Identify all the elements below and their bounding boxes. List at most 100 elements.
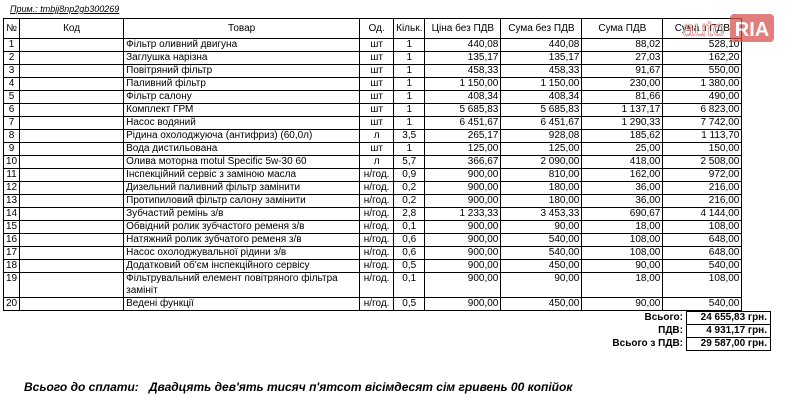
cell: 6 451,67	[500, 116, 583, 130]
cell: 90,00	[581, 297, 664, 311]
cell: 14	[2, 207, 21, 221]
cell: 0,5	[393, 259, 426, 273]
cell: 690,67	[581, 207, 664, 221]
cell-empty	[19, 168, 125, 182]
cell: 108,00	[662, 220, 743, 234]
cell: 540,00	[500, 233, 583, 247]
total-row: Всього з ПДВ: 29 587,00 грн.	[600, 337, 771, 351]
cell: 900,00	[424, 272, 502, 298]
cell: 3	[2, 64, 21, 78]
cell: 408,34	[424, 90, 502, 104]
table-row: 19 Фільтрувальний елемент повітряного філ…	[2, 272, 743, 298]
cell: 135,17	[500, 51, 583, 65]
cell: Додатковий об'єм інспекційного сервісу	[123, 259, 361, 273]
cell: 1 380,00	[662, 77, 743, 91]
cell-empty	[19, 129, 125, 143]
cell: л	[359, 129, 395, 143]
cell: Зубчастий ремінь з/в	[123, 207, 361, 221]
table-row: 15 Обвідний ролик зубчастого ременя з/в н/…	[2, 220, 743, 234]
cell: 900,00	[424, 233, 502, 247]
cell-empty	[19, 64, 125, 78]
column-header: №	[2, 18, 21, 39]
cell: 458,33	[500, 64, 583, 78]
column-header: Ціна без ПДВ	[424, 18, 502, 39]
cell: 450,00	[500, 297, 583, 311]
cell-empty	[19, 259, 125, 273]
cell-empty	[19, 181, 125, 195]
cell: 216,00	[662, 194, 743, 208]
cell: 27,03	[581, 51, 664, 65]
cell: 15	[2, 220, 21, 234]
cell: Натяжний ролик зубчатого ременя з/в	[123, 233, 361, 247]
cell: 1 233,33	[424, 207, 502, 221]
cell: Насос охолоджувальної рідини з/в	[123, 246, 361, 260]
cell: 3,5	[393, 129, 426, 143]
cell-empty	[19, 142, 125, 156]
table-row: 3 Повітряний фільтр шт 1 458,33 458,33 91,67 55…	[2, 64, 743, 78]
cell: н/год.	[359, 297, 395, 311]
cell: Комплект ГРМ	[123, 103, 361, 117]
cell: 90,00	[581, 259, 664, 273]
table-row: 8 Рідина охолоджуюча (антифриз) (60,0л) л 3…	[2, 129, 743, 143]
table-row: 16 Натяжний ролик зубчатого ременя з/в н/г…	[2, 233, 743, 247]
cell: 900,00	[424, 220, 502, 234]
cell: н/год.	[359, 246, 395, 260]
payment-text: Двадцять дев'ять тисяч п'ятсот вісімдеся…	[148, 380, 573, 394]
watermark-box	[730, 14, 774, 42]
watermark: auto RIA	[682, 14, 774, 42]
cell: 8	[2, 129, 21, 143]
cell: 0,2	[393, 194, 426, 208]
cell-empty	[19, 297, 125, 311]
cell: 366,67	[424, 155, 502, 169]
cell: 0,9	[393, 168, 426, 182]
cell: Паливний фільтр	[123, 77, 361, 91]
watermark-left: auto	[682, 16, 725, 41]
cell: 10	[2, 155, 21, 169]
cell-empty	[19, 246, 125, 260]
cell: 265,17	[424, 129, 502, 143]
cell-empty	[19, 103, 125, 117]
cell: 1 150,00	[500, 77, 583, 91]
cell: шт	[359, 103, 395, 117]
table-row: 20 Ведені функції н/год. 0,5 900,00 450,00 90,…	[2, 297, 743, 311]
cell: 108,00	[581, 246, 664, 260]
cell: 810,00	[500, 168, 583, 182]
cell: 5,7	[393, 155, 426, 169]
cell: 440,08	[500, 38, 583, 52]
cell-empty	[19, 272, 125, 298]
cell: н/год.	[359, 233, 395, 247]
cell: н/год.	[359, 259, 395, 273]
cell: Олива моторна motul Specific 5w-30 60	[123, 155, 361, 169]
cell: 150,00	[662, 142, 743, 156]
cell-empty	[19, 194, 125, 208]
cell: 0,6	[393, 246, 426, 260]
cell: 5 685,83	[500, 103, 583, 117]
cell: Фільтр салону	[123, 90, 361, 104]
cell: 12	[2, 181, 21, 195]
cell: 418,00	[581, 155, 664, 169]
table-body: 1 Фільтр оливний двигуна шт 1 440,08 440,08 88…	[2, 38, 743, 311]
cell: 648,00	[662, 233, 743, 247]
cell: 0,2	[393, 181, 426, 195]
cell: 13	[2, 194, 21, 208]
cell: 216,00	[662, 181, 743, 195]
cell: 6 451,67	[424, 116, 502, 130]
cell: 5	[2, 90, 21, 104]
cell-empty	[19, 155, 125, 169]
table-row: 18 Додатковий об'єм інспекційного сервісу…	[2, 259, 743, 273]
table-row: 6 Комплект ГРМ шт 1 5 685,83 5 685,83 1 137,17…	[2, 103, 743, 117]
header-row: № Код Товар Од. Кільк. Ціна без ПДВ Сума без П…	[2, 18, 743, 39]
table-row: 1 Фільтр оливний двигуна шт 1 440,08 440,08 88…	[2, 38, 743, 52]
cell: 25,00	[581, 142, 664, 156]
table-row: 10 Олива моторна motul Specific 5w-30 60 л…	[2, 155, 743, 169]
cell: н/год.	[359, 168, 395, 182]
cell: 1	[393, 103, 426, 117]
cell: 1	[393, 142, 426, 156]
cell-empty	[19, 38, 125, 52]
cell: 0,1	[393, 272, 426, 298]
cell: 7 742,00	[662, 116, 743, 130]
cell: Рідина охолоджуюча (антифриз) (60,0л)	[123, 129, 361, 143]
cell: 1 150,00	[424, 77, 502, 91]
total-label: ПДВ:	[658, 325, 683, 336]
cell: 900,00	[424, 297, 502, 311]
